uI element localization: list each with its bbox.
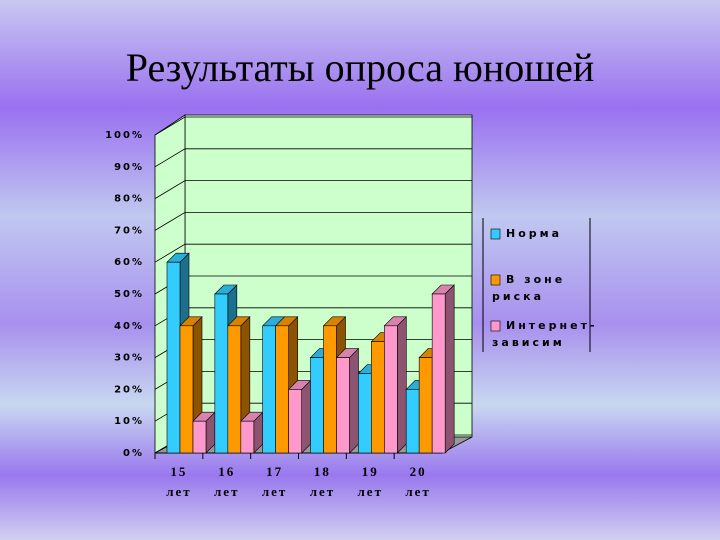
bar-side	[349, 347, 359, 454]
bar	[214, 293, 229, 454]
grid-line	[154, 116, 472, 136]
legend-label: Интернет-зависим	[492, 319, 598, 349]
bar-side	[444, 284, 455, 454]
legend-swatch	[490, 274, 501, 286]
legend-label: В зоне риска	[492, 273, 565, 303]
bar-side	[301, 379, 311, 454]
y-tick-label: 80%	[114, 194, 144, 205]
y-tick-label: 50%	[114, 289, 144, 300]
grid-line	[154, 243, 472, 263]
y-tick-label: 60%	[114, 257, 144, 268]
bar	[358, 373, 372, 454]
bar	[192, 420, 207, 454]
y-tick-label: 100%	[105, 130, 144, 141]
bar	[227, 325, 242, 454]
y-tick-label: 0%	[123, 448, 144, 459]
bar	[405, 389, 420, 454]
bar	[288, 389, 302, 454]
x-tick-label: 17 лет	[262, 464, 287, 499]
x-tick-label: 18 лет	[310, 464, 335, 499]
bar	[275, 325, 289, 454]
legend-swatch	[490, 228, 501, 240]
bar	[371, 341, 385, 454]
bar	[431, 293, 446, 454]
y-tick-label: 40%	[114, 321, 144, 332]
chart-title: Результаты опроса юношей	[126, 45, 595, 90]
bar	[262, 325, 276, 454]
bar	[384, 325, 398, 454]
bar	[240, 420, 255, 454]
bar	[179, 325, 194, 454]
bar	[310, 357, 324, 454]
grid-line	[154, 148, 472, 168]
bar	[323, 325, 337, 454]
legend-swatch	[490, 320, 501, 332]
bar	[418, 357, 433, 454]
x-tick-label: 20 лет	[405, 464, 430, 499]
x-tick-label: 15 лет	[166, 464, 191, 499]
legend-label: Норма	[506, 227, 562, 240]
grid-line	[154, 180, 472, 199]
bar-side	[397, 316, 407, 454]
grid-line	[154, 211, 472, 231]
y-tick-label: 10%	[114, 416, 144, 427]
y-tick-label: 20%	[114, 384, 144, 395]
y-tick-label: 30%	[114, 353, 144, 364]
y-tick-label: 90%	[114, 162, 144, 173]
bar	[336, 357, 350, 454]
y-tick-label: 70%	[114, 225, 144, 236]
x-tick-label: 16 лет	[214, 464, 239, 499]
x-tick-label: 19 лет	[358, 464, 383, 499]
bar	[166, 261, 181, 454]
